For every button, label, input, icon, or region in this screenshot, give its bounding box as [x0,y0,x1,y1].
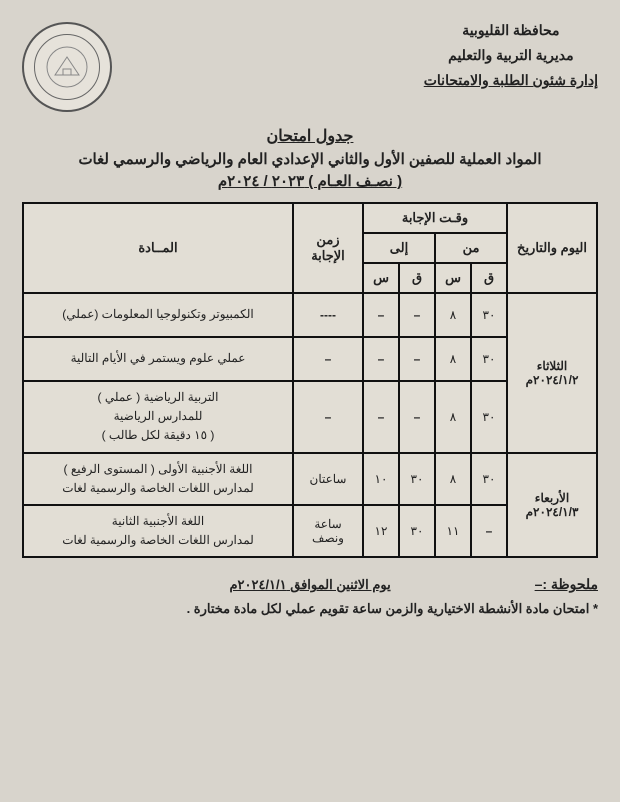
note-date: يوم الاثنين الموافق ٢٠٢٤/١/١م [229,577,390,593]
th-day: اليوم والتاريخ [507,203,597,293]
th-to-q: ق [399,263,435,293]
cell-time: ٣٠ [471,293,507,337]
th-time: وقـت الإجابة [363,203,507,233]
header: محافظة القليوبية مديرية التربية والتعليم… [22,18,598,112]
cell-time: ٨ [435,337,471,381]
cell-duration: ساعتان [293,453,363,505]
table-head: اليوم والتاريخ وقـت الإجابة زمن الإجابة … [23,203,597,293]
title-line3: ( نصـف العـام ) ٢٠٢٣ / ٢٠٢٤م [22,172,598,190]
cell-time: – [363,293,399,337]
table-row: الأربعاء ٢٠٢٤/١/٣م٣٠٨٣٠١٠ساعتاناللغة الأ… [23,453,597,505]
cell-day: الأربعاء ٢٠٢٤/١/٣م [507,453,597,558]
cell-subject: اللغة الأجنبية الأولى ( المستوى الرفيع )… [23,453,293,505]
th-to-s: س [363,263,399,293]
cell-day: الثلاثاء ٢٠٢٤/١/٢م [507,293,597,453]
title-line1: جدول امتحان [22,126,598,146]
note-title: ملحوظة :– [535,576,598,592]
cell-subject: اللغة الأجنبية الثانية لمدارس اللغات الخ… [23,505,293,557]
cell-time: ٣٠ [399,453,435,505]
cell-time: ١٢ [363,505,399,557]
cell-time: ٣٠ [471,381,507,453]
cell-time: ١٠ [363,453,399,505]
governorate: محافظة القليوبية [424,18,598,43]
title-block: جدول امتحان المواد العملية للصفين الأول … [22,126,598,190]
title-line2: المواد العملية للصفين الأول والثاني الإع… [22,150,598,168]
cell-duration: ساعة ونصف [293,505,363,557]
th-from-q: ق [471,263,507,293]
cell-time: – [471,505,507,557]
cell-time: ٨ [435,381,471,453]
logo-icon [34,34,100,100]
cell-time: – [399,337,435,381]
cell-time: ٨ [435,453,471,505]
th-to: إلى [363,233,435,263]
cell-duration: ---- [293,293,363,337]
table-body: الثلاثاء ٢٠٢٤/١/٢م٣٠٨––----الكمبيوتر وتك… [23,293,597,557]
cell-time: ٣٠ [471,453,507,505]
cell-duration: – [293,381,363,453]
table-row: الثلاثاء ٢٠٢٤/١/٢م٣٠٨––----الكمبيوتر وتك… [23,293,597,337]
cell-subject: الكمبيوتر وتكنولوجيا المعلومات (عملي) [23,293,293,337]
th-subject: المــادة [23,203,293,293]
department: إدارة شئون الطلبة والامتحانات [424,68,598,93]
note-block: ملحوظة :– يوم الاثنين الموافق ٢٠٢٤/١/١م … [22,576,598,617]
cell-time: ٣٠ [471,337,507,381]
cell-duration: – [293,337,363,381]
cell-time: – [399,381,435,453]
cell-subject: التربية الرياضية ( عملي ) للمدارس الرياض… [23,381,293,453]
cell-time: ٣٠ [399,505,435,557]
th-duration: زمن الإجابة [293,203,363,293]
cell-subject: عملي علوم ويستمر في الأيام التالية [23,337,293,381]
logo [22,22,112,112]
th-from-s: س [435,263,471,293]
cell-time: ٨ [435,293,471,337]
directorate: مديرية التربية والتعليم [424,43,598,68]
cell-time: ١١ [435,505,471,557]
cell-time: – [363,337,399,381]
note-body: * امتحان مادة الأنشطة الاختيارية والزمن … [22,601,598,617]
cell-time: – [399,293,435,337]
header-text-block: محافظة القليوبية مديرية التربية والتعليم… [424,18,598,112]
th-from: من [435,233,507,263]
cell-time: – [363,381,399,453]
exam-table: اليوم والتاريخ وقـت الإجابة زمن الإجابة … [22,202,598,558]
